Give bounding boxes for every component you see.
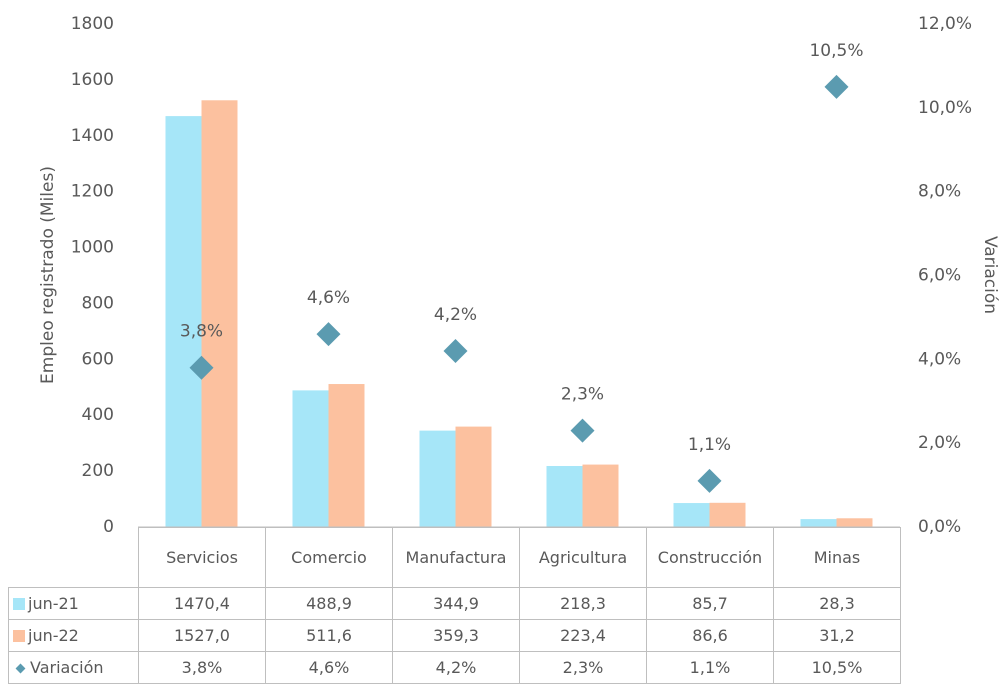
data-label: 1,1% [688, 435, 731, 455]
legend-swatch [13, 630, 25, 642]
y2-tick-label: 0,0% [918, 517, 961, 537]
legend-swatch [13, 598, 25, 610]
table-value: 1527,0 [138, 619, 266, 652]
y-tick-label: 1000 [71, 238, 114, 258]
y2-tick-label: 12,0% [918, 14, 972, 34]
table-value: 1,1% [646, 651, 774, 684]
table-value: 218,3 [519, 587, 647, 620]
legend-cell: jun-22 [8, 619, 139, 652]
table-value: 86,6 [646, 619, 774, 652]
legend-swatch [15, 663, 26, 674]
data-label: 4,2% [434, 305, 477, 325]
y2-tick-label: 8,0% [918, 182, 961, 202]
y-tick-label: 200 [82, 461, 114, 481]
y-tick-label: 1400 [71, 126, 114, 146]
category-label: Manufactura [392, 527, 520, 588]
bar [709, 502, 746, 527]
table-value: 223,4 [519, 619, 647, 652]
table-value: 511,6 [265, 619, 393, 652]
variation-marker [443, 338, 468, 363]
table-value: 31,2 [773, 619, 901, 652]
y-tick-label: 400 [82, 405, 114, 425]
y2-axis-title: Variación [980, 236, 1000, 314]
bar [201, 100, 238, 527]
y-tick-label: 1600 [71, 70, 114, 90]
bar [292, 390, 329, 527]
data-label: 3,8% [180, 322, 223, 342]
legend-cell: jun-21 [8, 587, 139, 620]
data-table: Servicios Comercio Manufactura Agricultura C… [8, 527, 901, 684]
bar [800, 519, 837, 527]
table-value: 10,5% [773, 651, 901, 684]
table-value: 4,2% [392, 651, 520, 684]
table-value: 4,6% [265, 651, 393, 684]
legend-label: jun-22 [28, 626, 79, 645]
bar [165, 116, 202, 527]
y2-tick-label: 4,0% [918, 349, 961, 369]
variation-marker [316, 322, 341, 347]
bar [455, 426, 492, 527]
legend-label: jun-21 [28, 594, 79, 613]
y-tick-label: 1800 [71, 14, 114, 34]
y2-tick-label: 10,0% [918, 98, 972, 118]
legend-cell: Variación [8, 651, 139, 684]
table-row: jun-21 1470,4 488,9 344,9 218,3 85,7 28,3 [8, 587, 901, 620]
y-tick-label: 800 [82, 293, 114, 313]
y2-tick-label: 6,0% [918, 266, 961, 286]
table-value: 1470,4 [138, 587, 266, 620]
bar [673, 503, 710, 527]
bar [582, 464, 619, 527]
category-label: Construcción [646, 527, 774, 588]
table-value: 2,3% [519, 651, 647, 684]
category-label: Minas [773, 527, 901, 588]
table-value: 85,7 [646, 587, 774, 620]
bar [419, 430, 456, 527]
table-row: jun-22 1527,0 511,6 359,3 223,4 86,6 31,2 [8, 619, 901, 652]
y-tick-label: 0 [103, 517, 114, 537]
data-label: 2,3% [561, 385, 604, 405]
category-label: Comercio [265, 527, 393, 588]
category-label: Agricultura [519, 527, 647, 588]
y-tick-label: 1200 [71, 182, 114, 202]
header-row: Servicios Comercio Manufactura Agricultura C… [8, 527, 901, 588]
data-label: 10,5% [809, 41, 863, 61]
table-value: 28,3 [773, 587, 901, 620]
table-value: 488,9 [265, 587, 393, 620]
y-axis-title: Empleo registrado (Miles) [38, 166, 58, 384]
y2-tick-label: 2,0% [918, 433, 961, 453]
variation-marker [570, 418, 595, 443]
table-value: 3,8% [138, 651, 266, 684]
category-label: Servicios [138, 527, 266, 588]
blank-cell [8, 527, 139, 588]
table-value: 344,9 [392, 587, 520, 620]
variation-marker [697, 468, 722, 493]
table-value: 359,3 [392, 619, 520, 652]
y-tick-label: 600 [82, 349, 114, 369]
variation-marker [189, 355, 214, 380]
bar [546, 465, 583, 527]
variation-marker [824, 74, 849, 99]
legend-label: Variación [30, 658, 104, 677]
bar [836, 518, 873, 527]
bar [328, 384, 365, 527]
data-label: 4,6% [307, 288, 350, 308]
table-row: Variación 3,8% 4,6% 4,2% 2,3% 1,1% 10,5% [8, 651, 901, 684]
